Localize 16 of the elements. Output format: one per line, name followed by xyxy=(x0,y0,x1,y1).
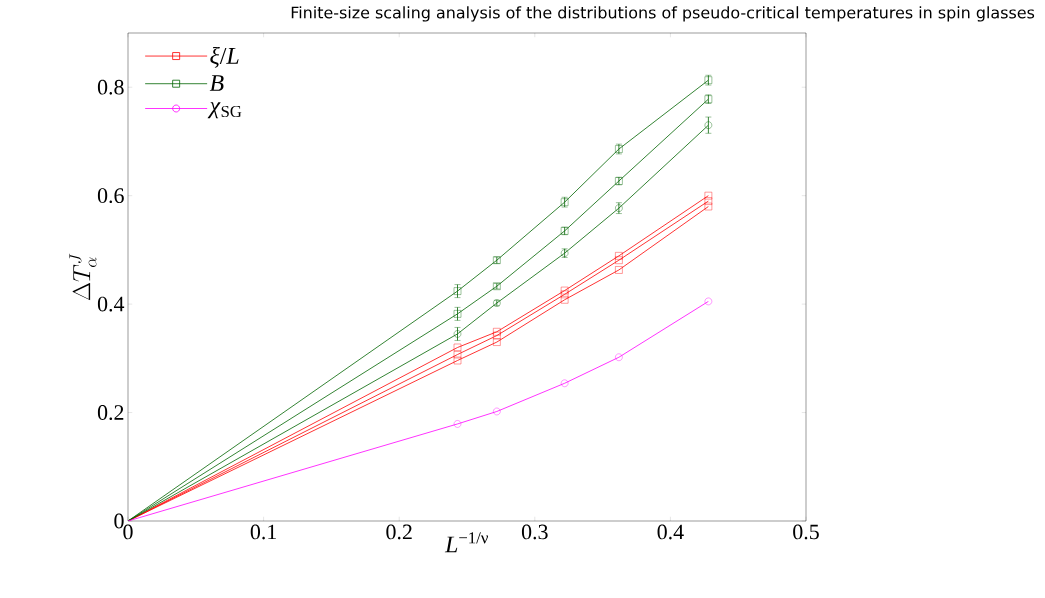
y-tick-label: 0.4 xyxy=(97,296,125,312)
legend-label: ξ/L xyxy=(210,46,239,68)
y-axis-title: $\Delta T^{J}_{\alpha}$ xyxy=(69,253,97,301)
y-tick-label: 0 xyxy=(114,513,124,529)
x-tick-label: 0.3 xyxy=(521,524,548,540)
y-tick-label: 0.6 xyxy=(97,188,124,204)
legend-label: χ$_{SG}$ xyxy=(207,102,242,119)
y-tick-label: 0.2 xyxy=(97,405,124,420)
y-tick-label: 0.8 xyxy=(97,79,124,95)
chart-title: Finite-size scaling analysis of the distributions of pseudo-critical temperatures in spin glasses xyxy=(291,6,1035,22)
x-tick-label: 0.4 xyxy=(657,524,684,540)
x-axis-title: L$^{−1/ν}$ xyxy=(444,532,489,553)
legend-label: B xyxy=(209,75,224,91)
x-tick-label: 0.5 xyxy=(793,524,819,540)
x-tick-label: 0.1 xyxy=(250,524,276,540)
x-tick-label: 0.2 xyxy=(386,524,412,540)
